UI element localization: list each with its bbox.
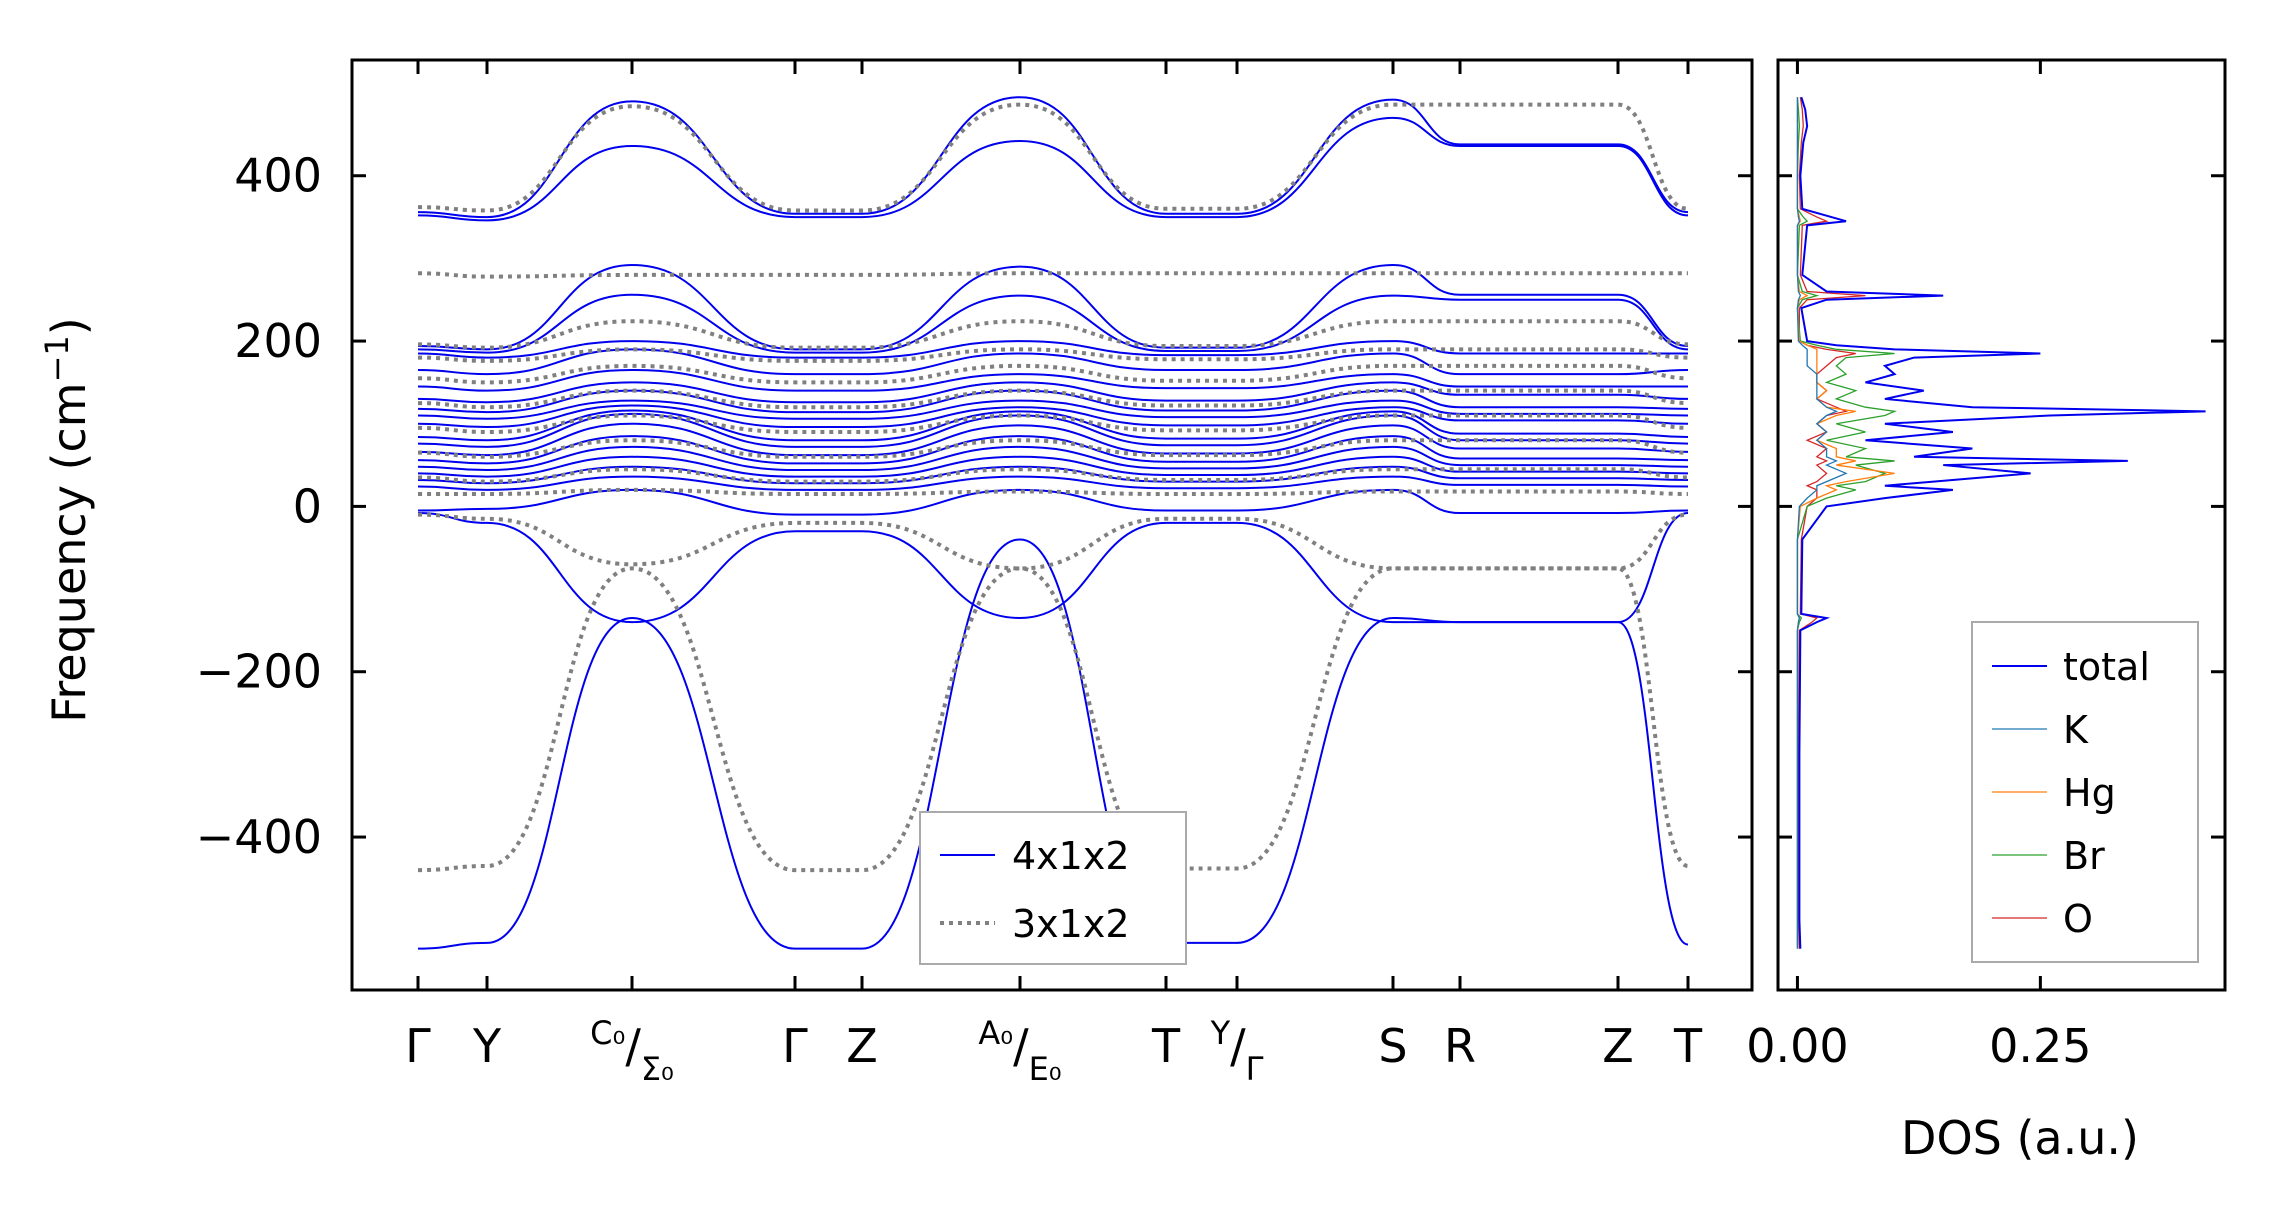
dos-lines	[1796, 96, 2206, 949]
band-legend: 4x1x2 3x1x2	[919, 811, 1187, 965]
band-line-4x1x2	[417, 340, 1688, 359]
band-line-4x1x2	[417, 404, 1689, 429]
band-line-3x1x2	[417, 512, 1689, 571]
dos-legend-label: O	[2063, 897, 2093, 941]
y-axis-label-main: Frequency (cm	[42, 382, 96, 722]
y-axis-ticks: −400 −200 0 200 400	[196, 149, 2225, 864]
y-axis-label-close: )	[42, 317, 96, 335]
band-line-4x1x2	[417, 381, 1689, 404]
x-tick-label: T	[1151, 1019, 1181, 1073]
y-tick-label: 200	[234, 314, 322, 368]
y-axis-label: Frequency (cm−1)	[38, 317, 96, 722]
dos-plot-frame	[1776, 58, 2227, 992]
y-axis-label-exponent: −1	[38, 335, 76, 382]
y-tick-label: −200	[196, 645, 322, 699]
dos-x-axis-label: DOS (a.u.)	[1901, 1111, 2139, 1165]
x-axis-ticks: Γ Y C₀/Σ₀ Γ Z A₀/E₀ T Y/Γ S R Z T	[405, 60, 1703, 1088]
x-tick-label: R	[1444, 1019, 1476, 1073]
band-line-4x1x2	[417, 96, 1689, 219]
band-line-3x1x2	[417, 319, 1689, 350]
dos-x-tick-label: 0.00	[1746, 1019, 1848, 1073]
band-legend-box	[919, 811, 1187, 965]
band-line-4x1x2	[417, 116, 1689, 222]
dos-line-k	[1796, 97, 1848, 949]
dos-legend: total K Hg Br O	[1971, 621, 2199, 963]
band-lines	[417, 96, 1689, 950]
x-tick-label: A₀/E₀	[978, 1014, 1061, 1088]
x-tick-label: Γ	[782, 1019, 808, 1073]
dos-legend-label: K	[2063, 708, 2089, 752]
band-line-4x1x2	[417, 264, 1689, 351]
y-tick-label: 0	[293, 479, 322, 533]
x-tick-label: Y/Γ	[1210, 1014, 1264, 1088]
band-line-3x1x2	[417, 102, 1689, 213]
band-line-4x1x2	[417, 389, 1689, 414]
y-tick-label: 400	[234, 149, 322, 203]
dos-line-br	[1796, 97, 1898, 949]
band-line-3x1x2	[417, 271, 1688, 279]
band-line-3x1x2	[417, 566, 1689, 873]
dos-legend-label: Hg	[2063, 771, 2116, 815]
dos-line-total	[1798, 96, 2206, 949]
legend-label: 3x1x2	[1012, 902, 1130, 946]
band-line-3x1x2	[417, 467, 1689, 484]
dos-x-tick-label: 0.25	[1989, 1019, 2091, 1073]
x-tick-label: Z	[846, 1019, 878, 1073]
band-plot-frame	[350, 58, 1754, 992]
x-tick-label: S	[1378, 1019, 1407, 1073]
band-line-4x1x2	[417, 293, 1689, 354]
band-line-4x1x2	[417, 488, 1689, 516]
x-tick-label: T	[1673, 1019, 1703, 1073]
x-tick-label: Y	[472, 1019, 502, 1073]
dos-panel: 0.00 0.25 DOS (a.u.) total K Hg Br O	[1746, 58, 2227, 1165]
dos-legend-label: total	[2063, 645, 2150, 689]
y-tick-label: −400	[196, 810, 322, 864]
band-line-4x1x2	[417, 422, 1689, 457]
band-line-4x1x2	[417, 412, 1689, 448]
band-line-3x1x2	[418, 487, 1689, 497]
band-line-4x1x2	[417, 445, 1689, 472]
band-line-4x1x2	[417, 465, 1689, 485]
dos-legend-label: Br	[2063, 834, 2105, 878]
band-line-4x1x2	[417, 538, 1689, 950]
dos-x-axis-ticks: 0.00 0.25	[1746, 60, 2092, 1073]
x-tick-label: Z	[1602, 1019, 1634, 1073]
band-line-3x1x2	[417, 347, 1689, 363]
x-tick-label: C₀/Σ₀	[590, 1014, 674, 1088]
band-line-4x1x2	[417, 368, 1688, 392]
band-line-4x1x2	[417, 455, 1689, 478]
x-tick-label: Γ	[405, 1019, 431, 1073]
legend-label: 4x1x2	[1012, 834, 1130, 878]
band-line-4x1x2	[417, 475, 1689, 491]
